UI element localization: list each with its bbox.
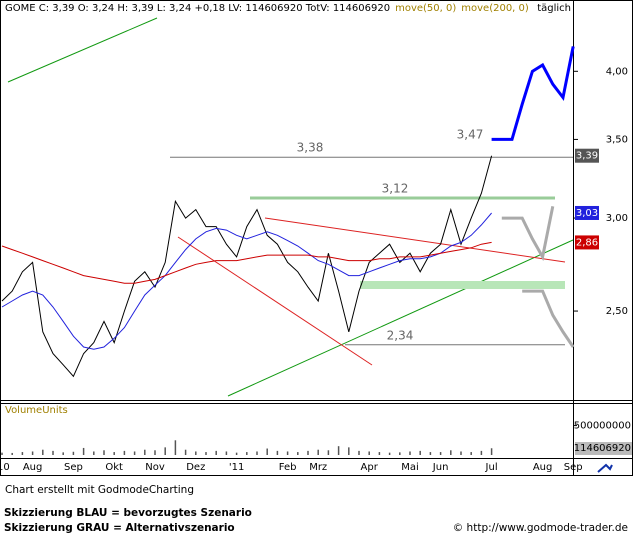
interval: täglich bbox=[537, 3, 571, 14]
trendline bbox=[177, 236, 373, 366]
annotation: 2,34 bbox=[387, 328, 414, 342]
series-line bbox=[1, 241, 492, 284]
annotation: 3,12 bbox=[382, 182, 409, 196]
logo-icon bbox=[597, 463, 613, 473]
y-tick-label: 2,50 bbox=[606, 306, 628, 317]
x-tick-label: Sep bbox=[64, 462, 83, 473]
x-tick-label: Jun bbox=[432, 462, 449, 473]
series-line bbox=[522, 289, 575, 348]
annotation: 3,38 bbox=[297, 141, 324, 155]
x-tick-label: Sep bbox=[564, 462, 583, 473]
x-tick-label: Okt bbox=[105, 462, 123, 473]
value-box bbox=[575, 235, 599, 250]
y-tick-label: 3,50 bbox=[606, 134, 628, 145]
trendline bbox=[7, 17, 158, 83]
x-tick-label: Feb bbox=[279, 462, 297, 473]
value-box bbox=[575, 205, 599, 220]
value-label: 114606920 bbox=[574, 443, 631, 454]
x-tick-label: Nov bbox=[145, 462, 165, 473]
series-line bbox=[501, 206, 555, 262]
volume-title: VolumeUnits bbox=[5, 405, 68, 416]
x-tick-label: '10 bbox=[0, 462, 10, 473]
value-label: 3,39 bbox=[576, 151, 598, 162]
series-line bbox=[491, 46, 575, 141]
y-tick-label: 3,00 bbox=[606, 213, 628, 224]
series-line bbox=[1, 212, 492, 350]
legend-entry: move(200, 0) bbox=[461, 3, 529, 14]
frame bbox=[0, 0, 633, 476]
series-line bbox=[1, 155, 493, 378]
header: GOME C: 3,39 O: 3,24 H: 3,39 L: 3,24 +0,… bbox=[5, 3, 529, 14]
x-tick-label: Dez bbox=[186, 462, 205, 473]
x-tick-label: Mai bbox=[401, 462, 419, 473]
y-tick-label: 500000000 bbox=[574, 421, 631, 432]
support-zone bbox=[360, 281, 565, 289]
value-label: 2,86 bbox=[576, 237, 598, 248]
x-tick-label: '11 bbox=[229, 462, 244, 473]
trendline bbox=[227, 239, 574, 397]
value-box bbox=[575, 148, 599, 163]
scenario-note: Skizzierung GRAU = Alternativszenario bbox=[4, 522, 235, 534]
legend-entry: move(50, 0) bbox=[395, 3, 456, 14]
value-label: 3,03 bbox=[576, 208, 598, 219]
x-tick-label: Jul bbox=[485, 462, 498, 473]
value-box bbox=[575, 442, 632, 455]
annotation: 3,47 bbox=[457, 127, 484, 141]
trendline bbox=[264, 217, 566, 263]
scenario-note: Skizzierung BLAU = bevorzugtes Szenario bbox=[4, 507, 252, 519]
x-tick-label: Mrz bbox=[309, 462, 327, 473]
chart-title: GOME C: 3,39 O: 3,24 H: 3,39 L: 3,24 +0,… bbox=[5, 3, 390, 14]
x-tick-label: Aug bbox=[533, 462, 553, 473]
x-tick-label: Apr bbox=[361, 462, 379, 473]
x-tick-label: Aug bbox=[23, 462, 43, 473]
credit: Chart erstellt mit GodmodeCharting bbox=[5, 484, 194, 496]
y-tick-label: 4,00 bbox=[606, 66, 628, 77]
source: © http://www.godmode-trader.de bbox=[453, 522, 628, 534]
